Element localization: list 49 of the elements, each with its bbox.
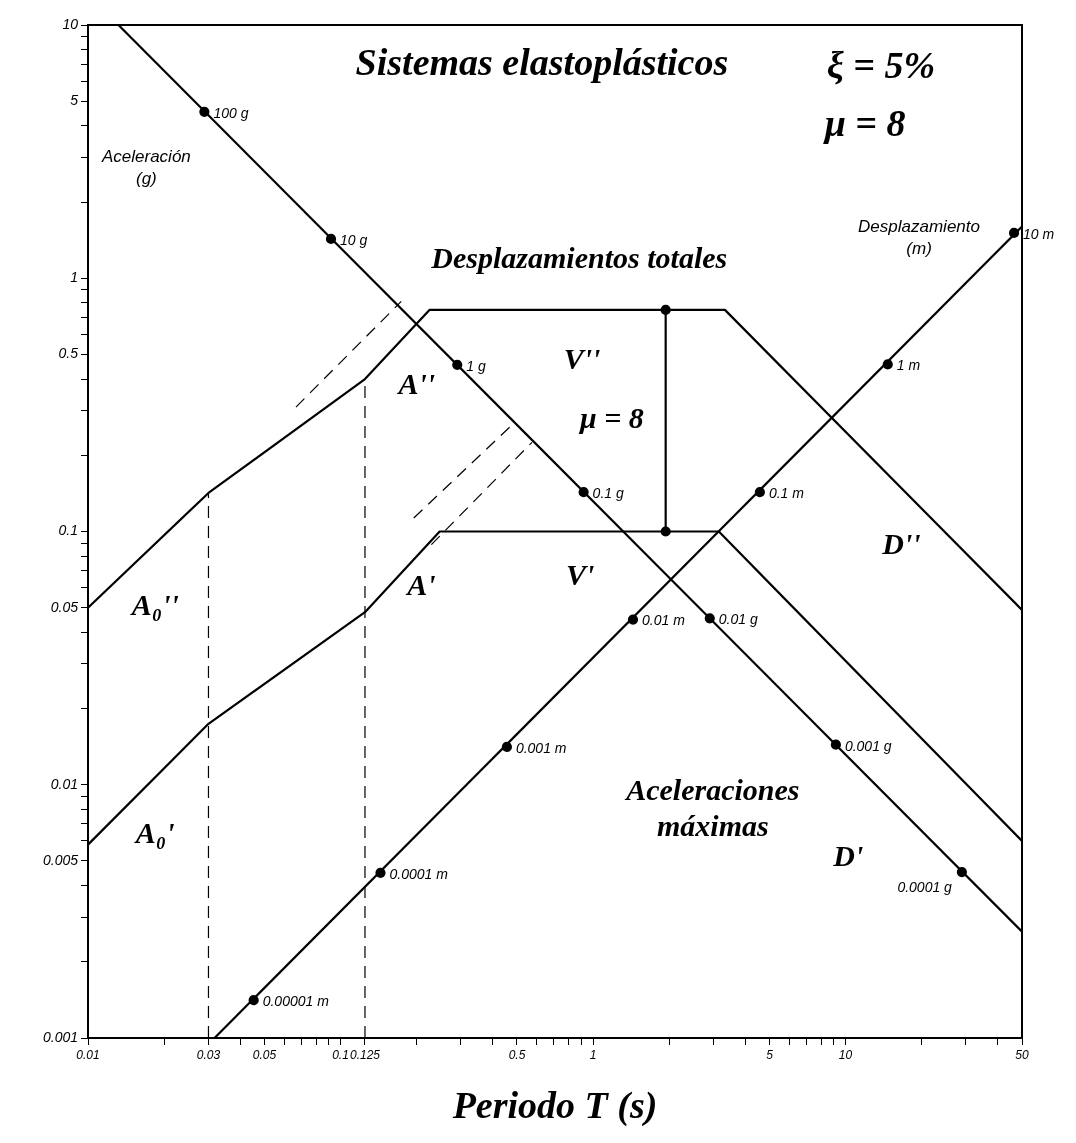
series-label: Desplazamiento (m) [858,216,980,258]
annotation: V'' [563,342,601,376]
annotation: 1 m [896,357,921,374]
annotation: 0.01 g [718,611,758,628]
annotation: 0.1 m [768,485,805,502]
annotation: 0.001 m [515,739,567,756]
annotation: μ = 8 [578,400,644,434]
annotation: 0.0001 g [897,878,953,895]
y-tick-label: 5 [70,92,79,109]
annotation: A'' [396,367,436,401]
annotation: V' [566,557,595,591]
annotation: Desplazamientos totales [430,240,728,274]
annotation: 100 g [213,104,249,121]
y-tick-label: 0.005 [42,851,79,868]
annotation: 1 g [466,357,486,374]
annotation: 10 m [1023,225,1055,242]
x-tick-label: 0.5 [508,1047,526,1062]
annotation: A₀' [133,816,175,850]
y-tick-label: 1 [70,269,78,286]
annotation: 10 g [340,231,368,248]
x-tick-label: 0.03 [196,1047,221,1062]
y-tick-label: 0.1 [58,522,78,539]
y-tick-label: 0.001 [42,1028,78,1045]
annotation: A' [405,567,436,601]
y-tick-label: 0.05 [50,598,79,615]
annotation: 0.001 g [844,737,892,754]
annotation: 0.01 m [641,612,686,629]
annotation: ξ = 5% [826,44,936,87]
series-label: Aceleración (g) [100,146,191,188]
x-tick-label: 0.125 [349,1047,381,1062]
annotation: A₀'' [129,588,179,622]
y-tick-label: 0.5 [58,345,79,362]
x-tick-label: 0.1 [332,1047,349,1062]
x-tick-label: 50 [1015,1047,1029,1062]
annotation: 0.1 g [592,485,624,502]
x-tick-label: 5 [766,1047,774,1062]
annotation: Aceleraciones máximas [624,772,800,842]
annotation: 0.00001 m [262,993,330,1010]
y-tick-label: 0.01 [50,775,78,792]
x-axis-title: Periodo T (s) [451,1084,658,1128]
y-tick-label: 10 [62,15,79,32]
x-tick-label: 0.05 [252,1047,277,1062]
annotation: D'' [881,527,921,561]
annotation: 0.0001 m [389,865,449,882]
x-tick-label: 10 [838,1047,853,1062]
x-tick-label: 1 [589,1047,597,1062]
chart-title: Sistemas elastoplásticos [355,40,729,83]
annotation: μ = 8 [822,102,906,145]
annotation: D' [832,839,864,873]
